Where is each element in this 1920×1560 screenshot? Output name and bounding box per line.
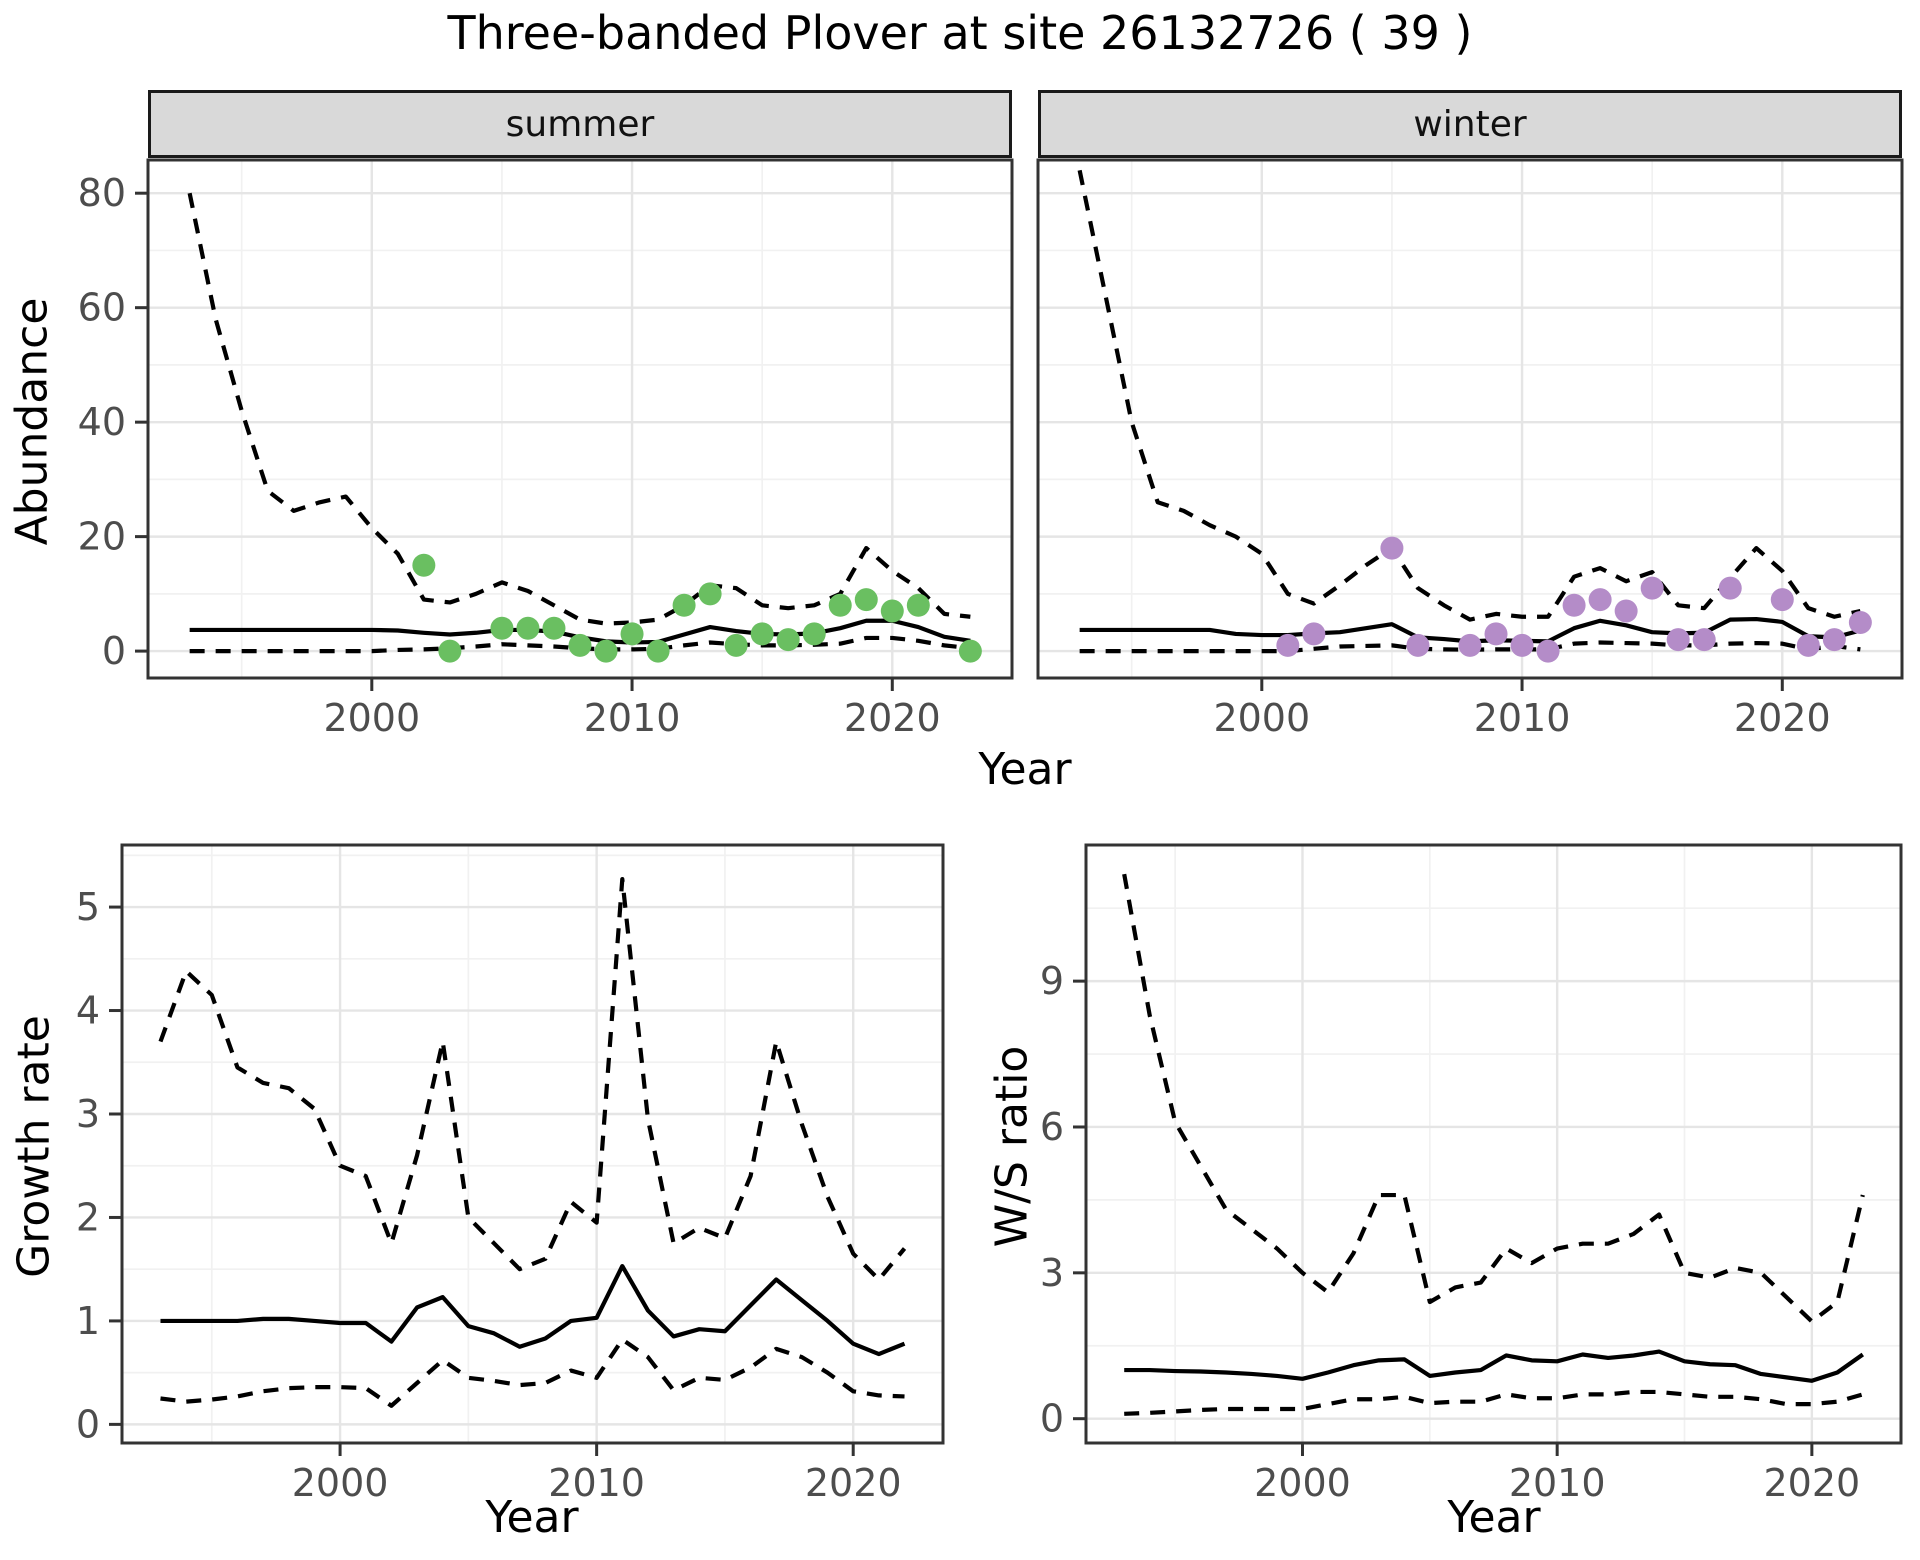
y-tick-label: 0 [1040,1397,1064,1441]
x-tick-label: 2020 [805,1461,902,1505]
data-point [672,593,696,617]
x-tick-label: 2000 [292,1461,389,1505]
x-axis-label-ws-ratio: Year [1447,1492,1541,1543]
data-point [1822,628,1846,652]
data-point [490,616,514,640]
data-point [1770,588,1794,612]
y-axis-label-growth-rate: Growth rate [8,1015,60,1278]
y-tick-label: 0 [102,629,126,673]
data-point [802,622,826,646]
y-tick-label: 3 [76,1092,100,1136]
data-point [776,628,800,652]
y-tick-label: 40 [78,400,126,444]
panel-border [120,843,945,1445]
y-tick-label: 4 [76,989,100,1033]
upper-ci-line [158,877,907,1282]
data-point [1666,628,1690,652]
abundance-winter-panel: 2000 2010 2020 [1036,158,1904,740]
lower-ci-line [1124,1389,1864,1416]
data-point [568,633,592,657]
y-tick-label: 60 [78,286,126,330]
x-tick-label: 2020 [1764,1461,1861,1505]
data-point [958,639,982,663]
data-point [1510,633,1534,657]
facet-strip-summer: summer [148,90,1012,158]
upper-ci-line [1122,873,1865,1324]
y-tick-label: 1 [76,1299,100,1343]
data-point [1484,622,1508,646]
x-tick-label: 2010 [548,1461,645,1505]
page-title: Three-banded Plover at site 26132726 ( 3… [447,6,1473,60]
y-tick-label: 3 [1040,1251,1064,1295]
data-point [750,622,774,646]
data-point [594,639,618,663]
panel-background [148,160,1012,678]
x-tick-label: 2010 [1474,696,1571,740]
data-point [1276,633,1300,657]
y-tick-label: 9 [1040,959,1064,1003]
y-tick-label: 6 [1040,1105,1064,1149]
panel-border [1036,158,1904,680]
data-point [854,588,878,612]
abundance-summer-panel: 2000 2010 2020 0 20 40 60 80 [78,158,1014,740]
panel-background [122,845,943,1443]
x-tick-label: 2010 [584,696,681,740]
upper-ci-line [1077,169,1861,622]
y-tick-label: 2 [76,1195,100,1239]
data-point [724,633,748,657]
x-tick-label: 2000 [1213,696,1310,740]
x-tick-label: 2020 [844,696,941,740]
x-axis-label-growth-rate: Year [485,1492,579,1543]
y-axis-label-abundance: Abundance [6,297,58,546]
data-point [880,599,904,623]
y-tick-label: 20 [78,515,126,559]
data-point [412,553,436,577]
data-point [1796,633,1820,657]
data-point [1536,639,1560,663]
panel-border [1084,843,1903,1445]
data-point [698,582,722,606]
y-tick-label: 5 [76,885,100,929]
panel-background [1086,845,1901,1443]
data-point [828,593,852,617]
data-point [1848,610,1872,634]
x-tick-label: 2000 [1254,1461,1351,1505]
lower-ci-line [160,1337,905,1408]
panel-border [146,158,1014,680]
facet-strip-winter: winter [1038,90,1902,158]
data-point [516,616,540,640]
x-tick-label: 2010 [1509,1461,1606,1505]
data-point [1380,536,1404,560]
data-point [542,616,566,640]
data-point [1692,628,1716,652]
data-point [620,622,644,646]
x-tick-label: 2000 [323,696,420,740]
data-point [1588,588,1612,612]
x-axis-label-top: Year [978,744,1072,795]
ws-ratio-panel: 2000 2010 2020 0 3 6 9 [1040,843,1903,1505]
data-point [1718,576,1742,600]
facet-strip-label: winter [1413,103,1527,145]
facet-strip-label: summer [505,103,655,145]
data-point [1406,633,1430,657]
data-point [1640,576,1664,600]
data-point [1614,599,1638,623]
growth-rate-panel: 2000 2010 2020 0 1 2 3 4 5 [76,843,945,1505]
x-tick-label: 2020 [1734,696,1831,740]
data-point [646,639,670,663]
panel-background [1038,160,1902,678]
data-point [438,639,462,663]
data-point [906,593,930,617]
y-tick-label: 0 [76,1402,100,1446]
median-line [160,1263,906,1357]
y-tick-label: 80 [78,171,126,215]
data-point [1562,593,1586,617]
data-point [1302,622,1326,646]
data-point [1458,633,1482,657]
median-line [1124,1349,1865,1383]
